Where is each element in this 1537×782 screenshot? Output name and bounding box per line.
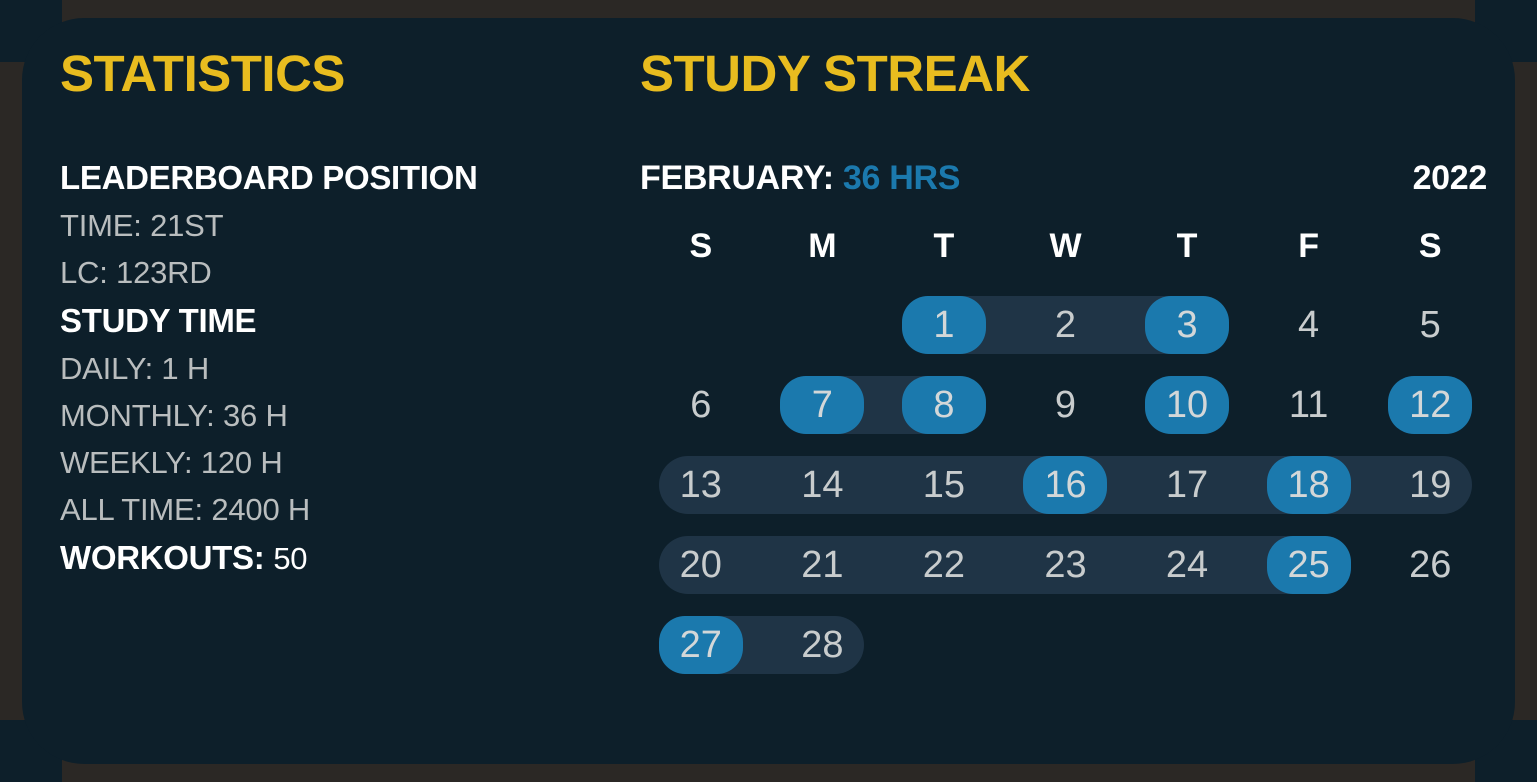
calendar-day-3[interactable]: 3 [1145, 296, 1230, 354]
leaderboard-time-rank: TIME: 21ST [60, 208, 224, 243]
calendar-day-28[interactable]: 28 [801, 624, 844, 666]
calendar-day-5[interactable]: 5 [1419, 304, 1441, 346]
day-header-4: T [1176, 227, 1198, 265]
workouts-label: WORKOUTS: [60, 539, 265, 576]
calendar-month-hours: 36 HRS [842, 159, 961, 197]
dashboard-card: STATISTICS LEADERBOARD POSITION TIME: 21… [22, 18, 1515, 764]
calendar-day-17[interactable]: 17 [1165, 464, 1209, 506]
statistics-panel: STATISTICS LEADERBOARD POSITION TIME: 21… [60, 48, 640, 574]
day-header-1: M [808, 227, 837, 265]
calendar-day-16[interactable]: 16 [1023, 456, 1108, 514]
statistics-title: STATISTICS [60, 45, 345, 102]
study-time-weekly: WEEKLY: 120 H [60, 445, 283, 480]
calendar-week-row: 6 7 8 9 10 11 12 [640, 365, 1491, 445]
study-time-heading: STUDY TIME [60, 302, 257, 339]
calendar-day-1[interactable]: 1 [901, 296, 986, 354]
workouts-value: 50 [273, 541, 308, 576]
calendar-day-21[interactable]: 21 [801, 544, 844, 586]
calendar-day-25[interactable]: 25 [1266, 536, 1351, 594]
calendar-year: 2022 [1412, 159, 1488, 197]
calendar-month-summary: FEBRUARY: 36 HRS [640, 161, 960, 195]
calendar-day-13[interactable]: 13 [679, 464, 722, 506]
calendar-day-10[interactable]: 10 [1145, 376, 1230, 434]
calendar-day-22[interactable]: 22 [922, 544, 966, 586]
study-time-daily: DAILY: 1 H [60, 351, 210, 386]
calendar-day-15[interactable]: 15 [922, 464, 966, 506]
calendar-week-row: 20 21 22 23 24 25 26 [640, 525, 1491, 605]
workouts-row: WORKOUTS: 50 [60, 541, 640, 574]
calendar-day-23[interactable]: 23 [1044, 544, 1087, 586]
leaderboard-position-heading: LEADERBOARD POSITION [60, 159, 478, 196]
study-streak-title: STUDY STREAK [640, 45, 1030, 102]
day-header-6: S [1418, 227, 1442, 265]
calendar-day-18[interactable]: 18 [1266, 456, 1351, 514]
calendar-day-19[interactable]: 19 [1409, 464, 1452, 506]
calendar-day-6[interactable]: 6 [690, 384, 712, 426]
calendar-day-27[interactable]: 27 [658, 616, 743, 674]
streak-band [658, 536, 1351, 594]
calendar-day-26[interactable]: 26 [1409, 544, 1452, 586]
calendar-weeks: 1 2 3 4 5 6 7 8 9 10 11 12 13 14 15 16 17 18 19 20 21 22 23 24 2… [640, 285, 1491, 685]
calendar-day-2[interactable]: 2 [1054, 304, 1077, 346]
calendar-day-8[interactable]: 8 [901, 376, 986, 434]
calendar-day-7[interactable]: 7 [780, 376, 865, 434]
study-time-monthly: MONTHLY: 36 H [60, 398, 288, 433]
calendar-day-12[interactable]: 12 [1388, 376, 1473, 434]
calendar-day-4[interactable]: 4 [1298, 304, 1320, 346]
calendar-day-11[interactable]: 11 [1288, 384, 1329, 426]
calendar-week-row: 27 28 [640, 605, 1491, 685]
calendar-day-24[interactable]: 24 [1165, 544, 1209, 586]
day-header-0: S [689, 227, 713, 265]
calendar-week-row: 1 2 3 4 5 [640, 285, 1491, 365]
day-header-5: F [1298, 227, 1320, 265]
calendar-week-row: 13 14 15 16 17 18 19 [640, 445, 1491, 525]
study-time-all-time: ALL TIME: 2400 H [60, 492, 311, 527]
day-header-2: T [933, 227, 955, 265]
calendar-day-20[interactable]: 20 [679, 544, 722, 586]
calendar-day-14[interactable]: 14 [801, 464, 844, 506]
calendar-month-label: FEBRUARY: [640, 159, 834, 197]
leaderboard-lc-rank: LC: 123RD [60, 255, 212, 290]
day-header-3: W [1049, 227, 1082, 265]
calendar-header: FEBRUARY: 36 HRS 2022 [640, 161, 1491, 195]
calendar-day-9[interactable]: 9 [1054, 384, 1077, 426]
